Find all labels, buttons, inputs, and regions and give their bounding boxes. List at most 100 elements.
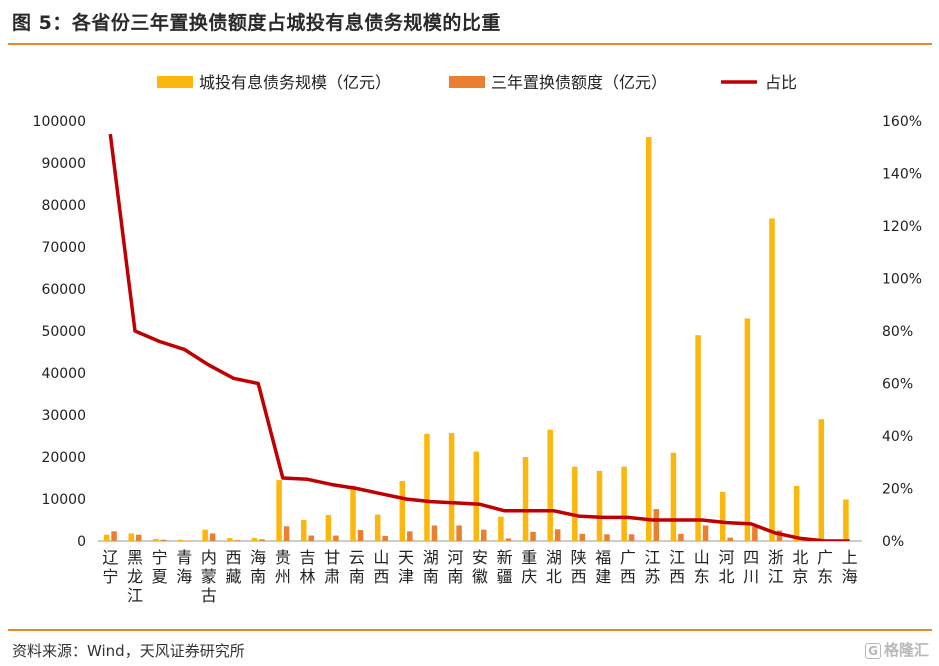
bar-debt [572, 466, 578, 541]
bar-debt [522, 457, 529, 541]
x-tick-label: 江苏 [645, 548, 661, 586]
bar-debt [202, 529, 208, 541]
bar-debt [325, 514, 332, 541]
bar-debt [473, 451, 479, 541]
bar-replace [259, 539, 265, 541]
bar-replace [481, 529, 487, 541]
bar-replace [628, 534, 635, 541]
bar-debt [719, 491, 726, 541]
legend-label-replace: 三年置换债额度（亿元） [491, 73, 667, 92]
y-left-tick-label: 100000 [33, 114, 86, 130]
legend-swatch-replace [449, 76, 485, 88]
bar-debt [744, 318, 751, 541]
y-right-tick-label: 120% [882, 219, 922, 235]
x-tick-label: 河南 [447, 548, 463, 586]
x-tick-label: 新疆 [497, 548, 513, 586]
bar-replace [308, 535, 314, 541]
x-axis-labels: 辽宁黑龙江宁夏青海内蒙古西藏海南贵州吉林甘肃云南山西天津湖南河南安徽新疆重庆湖北… [102, 548, 857, 605]
y-left-tick-label: 20000 [41, 450, 86, 466]
bar-replace [579, 533, 586, 541]
ratio-line [108, 133, 850, 541]
x-tick-label: 宁夏 [152, 548, 168, 586]
x-tick-label: 福建 [595, 548, 611, 586]
bar-replace [357, 530, 364, 541]
x-tick-label: 西藏 [226, 548, 242, 586]
bar-replace [135, 534, 142, 541]
bar-debt [103, 534, 110, 541]
x-tick-label: 重庆 [521, 548, 537, 586]
bar-debt [843, 499, 849, 541]
y-right-tick-label: 100% [882, 272, 922, 288]
bar-replace [554, 529, 561, 541]
bar-replace [431, 525, 438, 541]
y-right-tick-label: 80% [882, 324, 913, 340]
bar-debt [128, 533, 134, 541]
bar-debt [227, 538, 233, 541]
x-tick-label: 青海 [176, 548, 192, 586]
title-divider [8, 43, 932, 45]
x-tick-label: 北京 [792, 548, 808, 586]
axes: 0 10000 20000 30000 40000 50000 60000 70000 8000… [33, 114, 922, 550]
y-left-tick-label: 90000 [41, 156, 86, 172]
y-left-tick-label: 10000 [41, 492, 86, 508]
bar-replace [456, 525, 462, 541]
x-tick-label: 陕西 [571, 548, 587, 586]
bar-replace [727, 537, 733, 541]
y-left-tick-label: 40000 [41, 366, 86, 382]
y-right-tick-label: 60% [882, 377, 913, 393]
x-tick-label: 山西 [373, 548, 389, 586]
bar-debt [374, 514, 381, 541]
y-right-tick-label: 160% [882, 114, 922, 130]
bar-debt [596, 470, 603, 541]
y-right-tick-label: 40% [882, 429, 913, 445]
bar-replace [407, 531, 413, 541]
y-left-tick-label: 30000 [41, 408, 86, 424]
x-tick-label: 安徽 [472, 548, 488, 586]
x-tick-label: 湖南 [423, 548, 439, 586]
x-tick-label: 广东 [817, 548, 833, 586]
ratio-line-layer [108, 133, 850, 541]
bar-replace [234, 540, 241, 541]
y-left-tick-label: 60000 [41, 282, 86, 298]
x-tick-label: 江西 [669, 548, 685, 586]
bar-debt [818, 419, 825, 541]
x-tick-label: 甘肃 [324, 548, 340, 586]
bar-debt [448, 433, 455, 541]
bar-replace [653, 509, 660, 541]
bar-replace [505, 538, 512, 541]
x-tick-label: 四川 [743, 548, 759, 586]
x-tick-label: 河北 [718, 548, 734, 586]
y-right-tick-label: 0% [882, 534, 904, 550]
legend-label-debt: 城投有息债务规模（亿元） [199, 73, 391, 92]
x-tick-label: 浙江 [768, 548, 784, 586]
y-right-tick-label: 140% [882, 167, 922, 183]
watermark: G 格隆汇 [865, 639, 929, 660]
y-left-tick-label: 50000 [41, 324, 86, 340]
bar-debt [695, 335, 701, 541]
bar-replace [209, 533, 216, 541]
bar-replace [111, 531, 117, 541]
bar-debt [547, 429, 553, 541]
legend: 城投有息债务规模（亿元） 三年置换债额度（亿元） 占比 [157, 73, 797, 92]
bar-debt [769, 218, 775, 541]
bar-debt [498, 516, 504, 541]
y-left-tick-label: 0 [77, 534, 86, 550]
x-tick-label: 湖北 [546, 548, 562, 586]
x-tick-label: 吉林 [299, 548, 315, 586]
watermark-text: 格隆汇 [883, 641, 929, 659]
y-left-tick-label: 70000 [41, 240, 86, 256]
bar-debt [424, 433, 430, 541]
bar-debt [251, 538, 258, 541]
x-tick-label: 广西 [620, 548, 636, 586]
bar-debt [621, 466, 627, 541]
legend-label-ratio: 占比 [765, 73, 797, 92]
bar-debt [276, 480, 282, 541]
bar-replace [776, 530, 783, 541]
bar-debt [300, 520, 307, 541]
bar-replace [333, 535, 339, 541]
legend-swatch-debt [157, 76, 193, 88]
y-right-tick-label: 20% [882, 482, 913, 498]
bar-replace [752, 526, 758, 541]
x-tick-label: 辽宁 [102, 548, 118, 586]
x-tick-label: 海南 [250, 548, 266, 586]
